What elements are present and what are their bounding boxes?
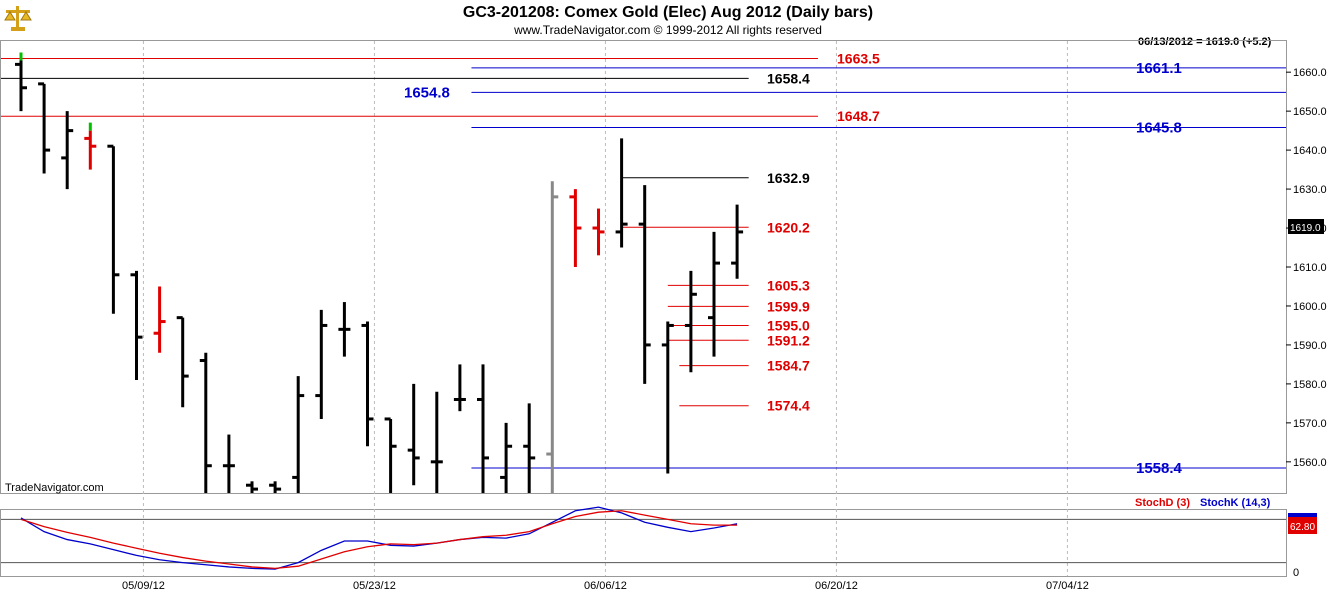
price-tick-label: 1600.0 (1293, 301, 1327, 313)
ohlc-bar (246, 481, 258, 493)
level-label: 1654.8 (404, 84, 450, 101)
level-label: 1661.1 (1136, 60, 1182, 77)
gold-balance-scale-icon (4, 6, 32, 31)
ohlc-bar (592, 208, 605, 256)
level-label: 1574.4 (767, 398, 810, 414)
stochastic-panel-frame (0, 509, 1287, 577)
level-label: 1599.9 (767, 298, 810, 314)
ohlc-bar (384, 417, 397, 493)
price-tick-label: 1610.0 (1293, 262, 1327, 274)
level-label: 1663.5 (837, 51, 880, 67)
level-label: 1584.7 (767, 358, 810, 374)
ohlc-bar (107, 144, 120, 314)
support-resistance-levels: 1663.5 1661.1 1658.4 1654.8 1648.7 1645.8 1632… (1, 51, 1286, 477)
level-label: 1658.4 (767, 70, 810, 86)
ohlc-bar (38, 82, 51, 174)
level-label: 1595.0 (767, 317, 810, 333)
ohlc-bar (61, 111, 74, 190)
ohlc-bar (361, 321, 374, 447)
legend-stoch-k: StochK (14,3) (1200, 497, 1271, 509)
price-axis: 1660.01650.01640.01630.01620.01610.01600… (1286, 67, 1327, 469)
ohlc-bar (546, 181, 559, 493)
ohlc-bars (15, 52, 744, 493)
price-tick-label: 1630.0 (1293, 184, 1327, 196)
ohlc-bar (500, 422, 513, 493)
ohlc-bar (523, 403, 536, 493)
date-axis: 05/09/12 05/23/12 06/06/12 06/20/12 07/04/12 (122, 580, 1089, 592)
ohlc-bar (569, 189, 582, 267)
watermark: TradeNavigator.com (5, 482, 104, 494)
price-tick-label: 1590.0 (1293, 340, 1327, 352)
level-label: 1648.7 (837, 108, 880, 124)
stochastic-oscillator (1, 506, 1286, 570)
price-tick-label: 1650.0 (1293, 106, 1327, 118)
ohlc-bar (130, 270, 143, 380)
date-tick-label: 05/23/12 (353, 580, 396, 592)
ohlc-bar (199, 352, 212, 493)
ohlc-bar (638, 185, 651, 384)
date-tick-label: 05/09/12 (122, 580, 165, 592)
svg-text:62.80: 62.80 (1290, 522, 1315, 533)
ohlc-bar (731, 204, 744, 279)
date-tick-label: 07/04/12 (1046, 580, 1089, 592)
stochastic-readout: 62.80 (1288, 513, 1317, 534)
ohlc-bar (430, 391, 443, 493)
level-label: 1645.8 (1136, 120, 1182, 137)
price-tick-label: 1570.0 (1293, 418, 1327, 430)
ohlc-bar (176, 316, 189, 408)
price-tick-label: 1580.0 (1293, 379, 1327, 391)
level-label: 1591.2 (767, 332, 810, 348)
price-tick-label: 1560.0 (1293, 457, 1327, 469)
level-label: 1558.4 (1136, 460, 1183, 477)
ohlc-bar (661, 321, 674, 474)
ohlc-bar (615, 138, 628, 248)
ohlc-bar (153, 286, 166, 353)
ohlc-bar (684, 270, 697, 373)
ohlc-bar (292, 376, 305, 493)
price-tick-label: 1640.0 (1293, 145, 1327, 157)
price-badge: 1619.0 (1288, 219, 1324, 234)
date-tick-label: 06/06/12 (584, 580, 627, 592)
date-tick-label: 06/20/12 (815, 580, 858, 592)
chart-title: GC3-201208: Comex Gold (Elec) Aug 2012 (… (463, 4, 873, 21)
ohlc-bar (407, 383, 420, 486)
ohlc-bar (708, 231, 720, 357)
level-label: 1632.9 (767, 170, 810, 186)
price-tick-label: 1660.0 (1293, 67, 1327, 79)
ohlc-bar (338, 302, 351, 357)
level-label: 1620.2 (767, 219, 810, 235)
ohlc-bar (269, 481, 282, 493)
ohlc-bar (477, 364, 489, 493)
stoch-d-line (20, 510, 738, 570)
legend-stoch-d: StochD (3) (1135, 497, 1190, 509)
ohlc-bar (315, 309, 328, 419)
level-label: 1605.3 (767, 277, 810, 293)
stoch-k-line (20, 506, 738, 570)
svg-text:1619.0: 1619.0 (1290, 223, 1321, 234)
stochastic-zero-tick: 0 (1293, 567, 1299, 579)
last-price-readout: 06/13/2012 = 1619.0 (+5.2) (1138, 36, 1272, 48)
ohlc-bar (15, 52, 27, 112)
date-gridlines (142, 41, 1068, 576)
ohlc-bar (84, 122, 97, 170)
copyright-line: www.TradeNavigator.com © 1999-2012 All r… (513, 23, 822, 37)
ohlc-bar (453, 364, 466, 412)
ohlc-bar (222, 434, 235, 493)
